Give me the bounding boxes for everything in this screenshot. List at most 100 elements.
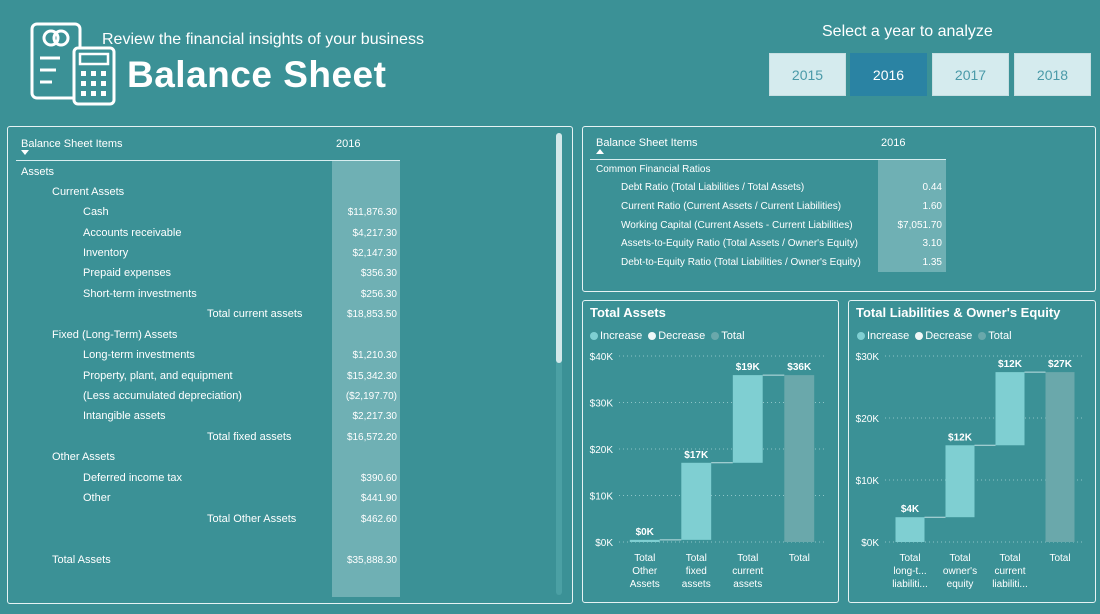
ratios-column-header-year[interactable]: 2016	[881, 137, 906, 149]
table-scrollbar-thumb[interactable]	[556, 133, 562, 363]
column-header-year[interactable]: 2016	[336, 138, 361, 150]
row-value: $356.30	[360, 268, 397, 279]
liabilities-equity-chart-panel	[848, 300, 1096, 603]
data-label: $36K	[787, 362, 812, 373]
row-value: $462.60	[360, 514, 397, 525]
ratio-label: Debt-to-Equity Ratio (Total Liabilities …	[621, 257, 861, 268]
row-value: $16,572.20	[346, 432, 397, 443]
row-label: (Less accumulated depreciation)	[83, 390, 242, 402]
row-value: $2,147.30	[352, 248, 398, 259]
ratios-column-header-items[interactable]: Balance Sheet Items	[596, 137, 698, 149]
legend-item-decrease[interactable]: Decrease	[915, 330, 972, 342]
data-label: $19K	[736, 362, 761, 373]
x-category-label: current	[994, 566, 1025, 577]
waterfall-bar	[1045, 372, 1075, 542]
y-tick-label: $30K	[590, 399, 614, 410]
legend-item-increase[interactable]: Increase	[857, 330, 909, 342]
x-category-label: owner's	[943, 566, 977, 577]
row-label: Long-term investments	[83, 349, 195, 361]
data-label: $0K	[636, 527, 655, 538]
waterfall-bar	[784, 375, 815, 542]
row-label: Property, plant, and equipment	[83, 370, 233, 382]
ratio-label: Current Ratio (Current Assets / Current …	[621, 201, 842, 212]
x-category-label: Total	[737, 553, 758, 564]
value-column-highlight	[332, 161, 400, 597]
ratios-value-column-highlight	[878, 160, 946, 272]
row-label: Current Assets	[52, 186, 125, 198]
row-label: Total Other Assets	[207, 513, 297, 525]
row-label: Deferred income tax	[83, 472, 183, 484]
data-label: $12K	[948, 432, 973, 443]
x-category-label: Total	[999, 553, 1020, 564]
x-category-label: Total	[634, 553, 655, 564]
data-label: $4K	[901, 504, 920, 515]
legend-dot-icon	[648, 332, 657, 341]
x-category-label: assets	[682, 579, 711, 590]
x-category-label: Assets	[630, 579, 660, 590]
waterfall-bar	[681, 462, 712, 540]
row-label: Other	[83, 492, 111, 504]
row-label: Accounts receivable	[83, 227, 182, 239]
row-value: $11,876.30	[347, 207, 397, 218]
ratio-value: $7,051.70	[897, 220, 943, 231]
sort-ascending-icon[interactable]	[596, 149, 604, 154]
row-value: ($2,197.70)	[345, 391, 397, 402]
legend-item-increase[interactable]: Increase	[590, 330, 642, 342]
page-subtitle: Review the financial insights of your bu…	[102, 31, 424, 48]
row-value: $4,217.30	[352, 228, 398, 239]
legend-item-total[interactable]: Total	[978, 330, 1012, 342]
row-label: Total current assets	[207, 308, 303, 320]
ratio-value: 3.10	[922, 238, 942, 249]
row-value: $256.30	[360, 289, 397, 300]
x-category-label: Total	[899, 553, 920, 564]
ratio-label: Assets-to-Equity Ratio (Total Assets / O…	[621, 238, 858, 249]
y-tick-label: $40K	[590, 352, 614, 363]
legend-item-total[interactable]: Total	[711, 330, 745, 342]
row-label: Cash	[83, 206, 109, 218]
table-scrollbar-track[interactable]	[556, 133, 562, 595]
total-assets-waterfall-chart[interactable]: $0K $10K $20K $30K $40K $0K Total Other Assets $1…	[583, 345, 838, 600]
financial-document-icon	[30, 22, 116, 106]
row-value: $390.60	[360, 473, 397, 484]
row-value: $441.90	[360, 493, 397, 504]
row-value: $35,888.30	[346, 555, 397, 566]
y-tick-label: $20K	[856, 414, 880, 425]
y-tick-label: $0K	[861, 538, 879, 549]
ratios-header-divider	[590, 159, 946, 160]
legend-item-decrease[interactable]: Decrease	[648, 330, 705, 342]
header-divider	[16, 160, 400, 161]
row-value: $15,342.30	[346, 371, 397, 382]
ratio-value: 0.44	[922, 182, 942, 193]
row-label: Other Assets	[52, 451, 115, 463]
financial-ratios-panel	[582, 126, 1096, 292]
row-value: $18,853.50	[346, 309, 397, 320]
x-category-label: assets	[733, 579, 762, 590]
total-assets-chart-panel	[582, 300, 839, 603]
x-category-label: fixed	[686, 566, 707, 577]
column-header-items[interactable]: Balance Sheet Items	[21, 138, 123, 150]
y-tick-label: $20K	[590, 445, 614, 456]
row-value: $2,217.30	[352, 411, 398, 422]
ratio-value: 1.60	[922, 201, 942, 212]
row-label: Intangible assets	[83, 410, 166, 422]
waterfall-bar	[895, 517, 925, 542]
row-label: Prepaid expenses	[83, 267, 172, 279]
y-tick-label: $0K	[595, 538, 613, 549]
sort-descending-icon[interactable]	[21, 150, 29, 155]
y-tick-label: $10K	[590, 492, 614, 503]
row-label: Total fixed assets	[207, 431, 292, 443]
year-button-2017[interactable]: 2017	[932, 53, 1009, 96]
waterfall-bar	[629, 539, 660, 542]
liabilities-equity-waterfall-chart[interactable]: $0K $10K $20K $30K $4K Total long-t... liabilit…	[849, 345, 1095, 600]
year-button-2018[interactable]: 2018	[1014, 53, 1091, 96]
ratios-group-label: Common Financial Ratios	[596, 164, 711, 175]
row-label: Short-term investments	[83, 288, 197, 300]
x-category-label: liabiliti...	[992, 579, 1028, 590]
x-category-label: equity	[947, 579, 974, 590]
year-button-2016[interactable]: 2016	[850, 53, 927, 96]
year-button-2015[interactable]: 2015	[769, 53, 846, 96]
ratio-value: 1.35	[922, 257, 942, 268]
x-category-label: current	[732, 566, 763, 577]
x-category-label: Total	[949, 553, 970, 564]
y-tick-label: $30K	[856, 352, 880, 363]
